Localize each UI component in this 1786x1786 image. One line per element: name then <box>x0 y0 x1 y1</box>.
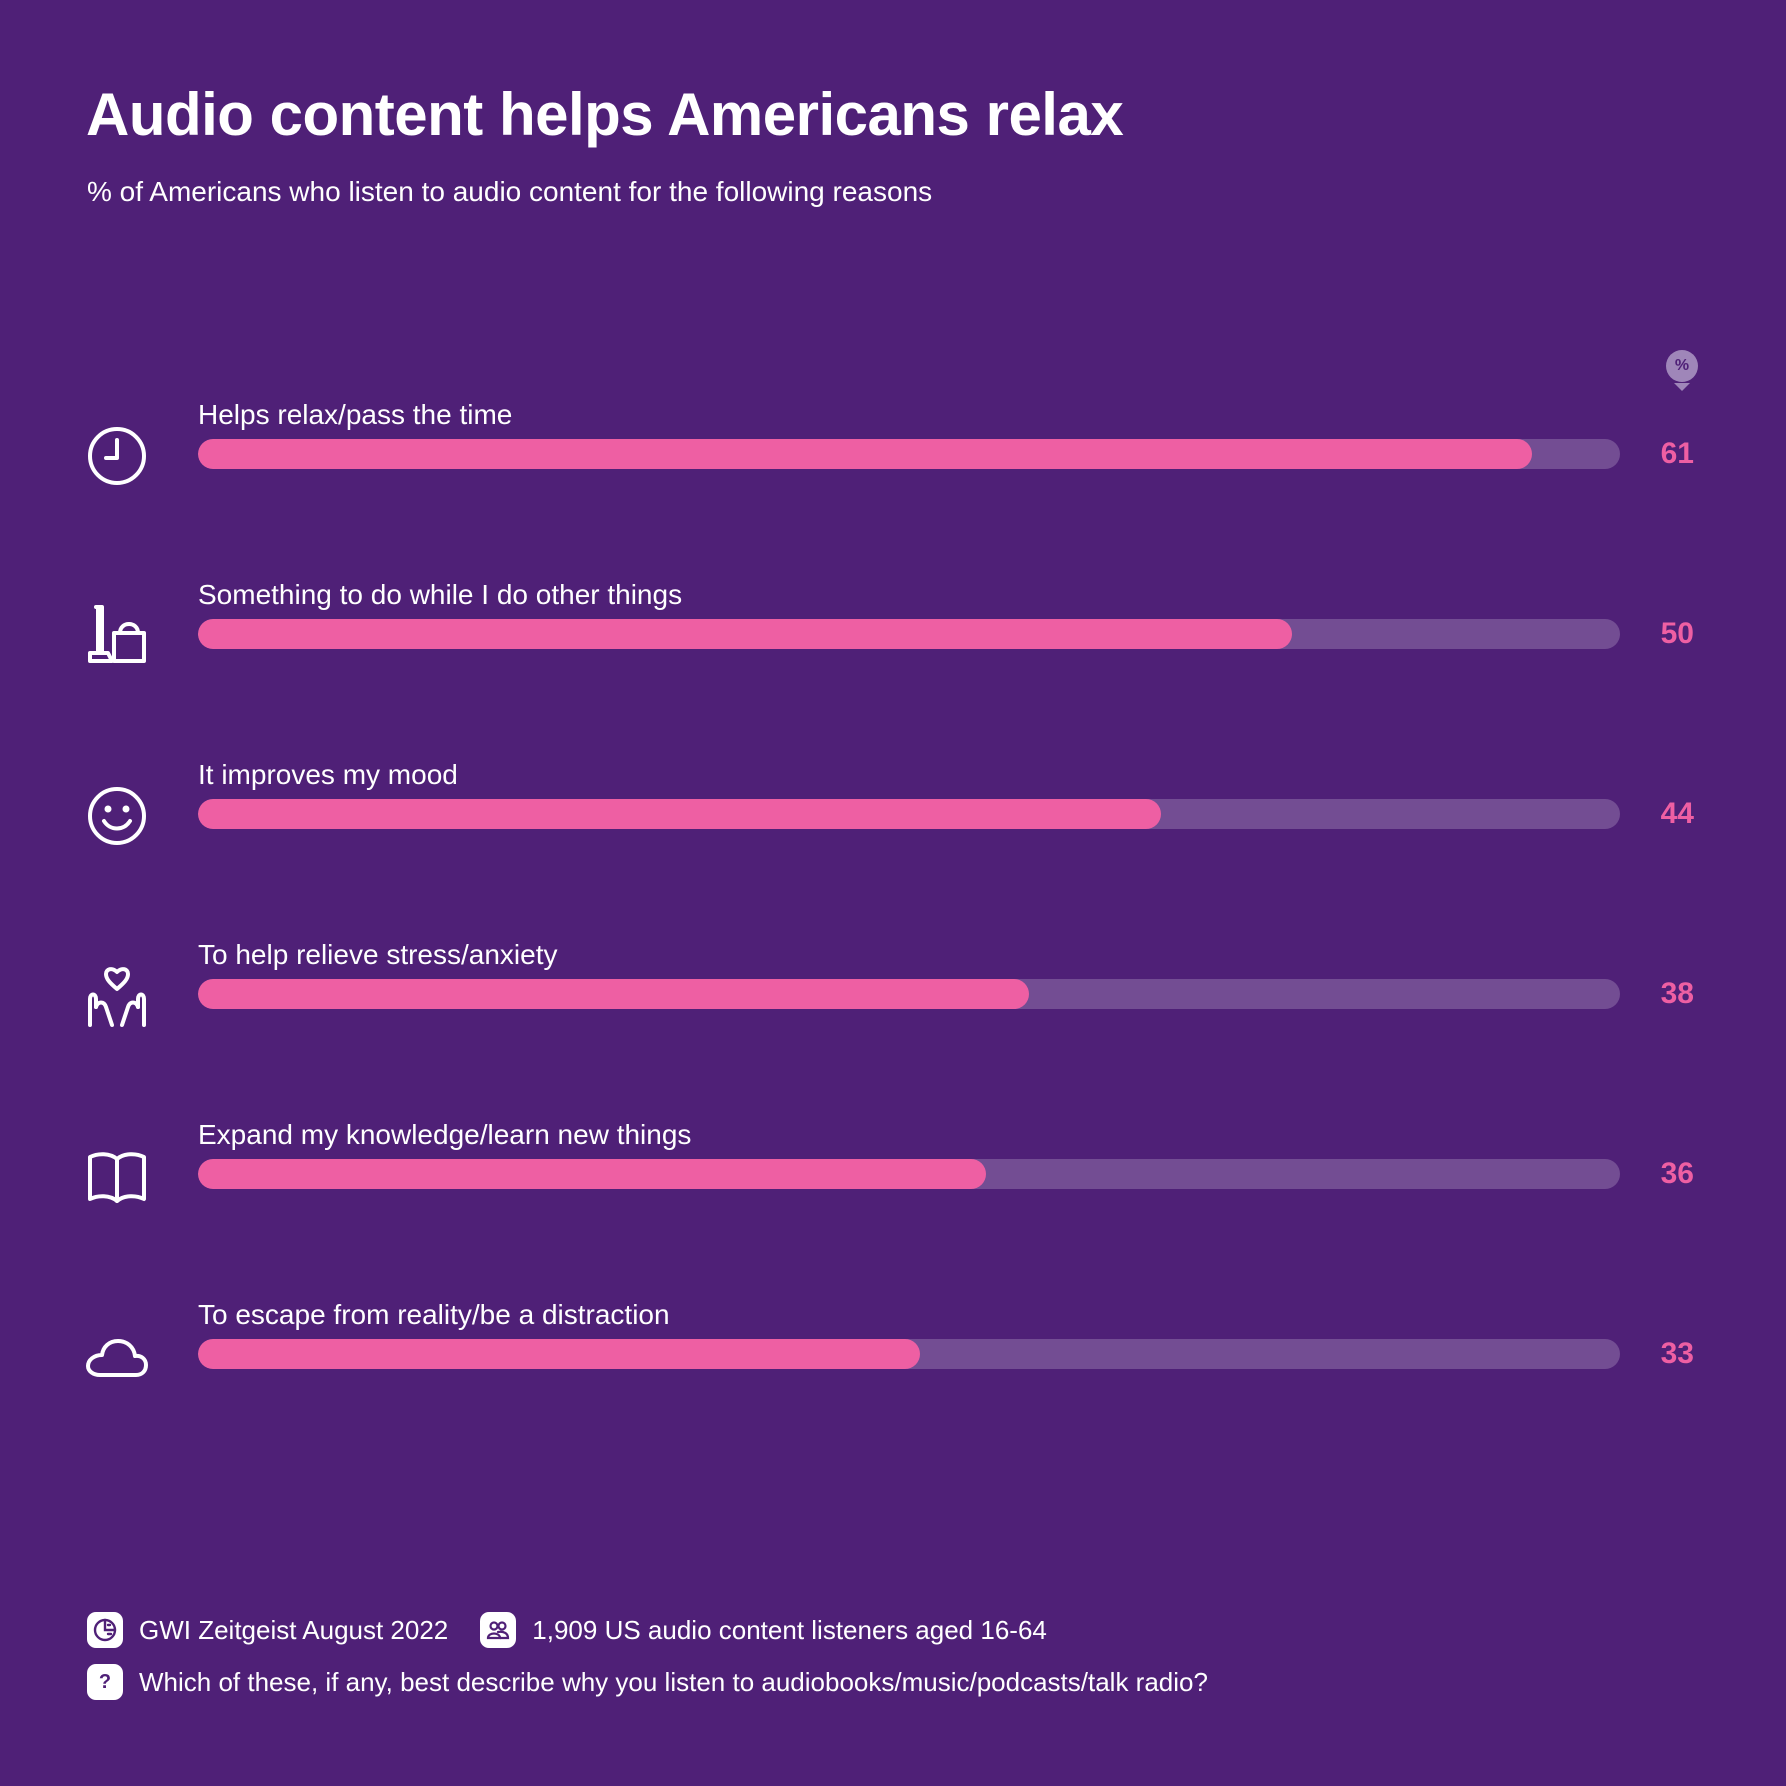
chart-title: Audio content helps Americans relax <box>86 81 1124 148</box>
bar-value-label: 61 <box>1660 437 1694 470</box>
bar-fill <box>198 619 1292 649</box>
bar-fill <box>198 1159 986 1189</box>
bar-label: To escape from reality/be a distraction <box>198 1299 670 1330</box>
cloud-icon <box>84 1323 150 1389</box>
smiley-icon <box>84 783 150 849</box>
footer-source: GWI Zeitgeist August 2022 <box>139 1614 449 1645</box>
bar-fill <box>198 979 1030 1009</box>
bar-value-label: 50 <box>1660 617 1694 650</box>
bar-label: To help relieve stress/anxiety <box>198 939 558 970</box>
gwi-logo-icon <box>87 1612 123 1648</box>
percent-unit-label: % <box>1666 350 1698 382</box>
bar-row: Helps relax/pass the time 61 <box>0 399 1786 519</box>
bar-label: Something to do while I do other things <box>198 579 683 610</box>
bar-fill <box>198 1339 920 1369</box>
bar-row: Expand my knowledge/learn new things 36 <box>0 1119 1786 1239</box>
bar-track <box>198 1339 1620 1369</box>
bar-value-label: 38 <box>1660 977 1694 1010</box>
clock-icon <box>84 423 150 489</box>
open-book-icon <box>84 1143 150 1209</box>
cleaning-bucket-icon <box>84 603 150 669</box>
footer-source-line: GWI Zeitgeist August 2022 1,909 US audio… <box>87 1612 1047 1648</box>
footer-question: Which of these, if any, best describe wh… <box>139 1666 1208 1697</box>
bar-track <box>198 979 1620 1009</box>
footer-question-line: ? Which of these, if any, best describe … <box>87 1664 1208 1700</box>
bar-row: To help relieve stress/anxiety 38 <box>0 939 1786 1059</box>
question-icon: ? <box>87 1664 123 1700</box>
bar-track <box>198 799 1620 829</box>
bar-value-label: 44 <box>1660 797 1694 830</box>
bar-track <box>198 439 1620 469</box>
bar-label: Helps relax/pass the time <box>198 399 513 430</box>
hands-heart-icon <box>84 963 150 1029</box>
badge-pointer-icon <box>1674 383 1690 391</box>
bar-value-label: 33 <box>1660 1337 1694 1370</box>
bar-track <box>198 1159 1620 1189</box>
bar-row: Something to do while I do other things … <box>0 579 1786 699</box>
footer-sample: 1,909 US audio content listeners aged 16… <box>532 1614 1047 1645</box>
people-icon <box>480 1612 517 1648</box>
bar-value-label: 36 <box>1660 1157 1694 1190</box>
bar-row: It improves my mood 44 <box>0 759 1786 879</box>
bar-fill <box>198 799 1161 829</box>
bar-label: It improves my mood <box>198 759 458 790</box>
percent-unit-badge: % <box>1666 350 1698 394</box>
chart-subtitle: % of Americans who listen to audio conte… <box>87 176 933 207</box>
bar-row: To escape from reality/be a distraction … <box>0 1299 1786 1419</box>
bar-track <box>198 619 1620 649</box>
bar-fill <box>198 439 1533 469</box>
bar-label: Expand my knowledge/learn new things <box>198 1119 692 1150</box>
